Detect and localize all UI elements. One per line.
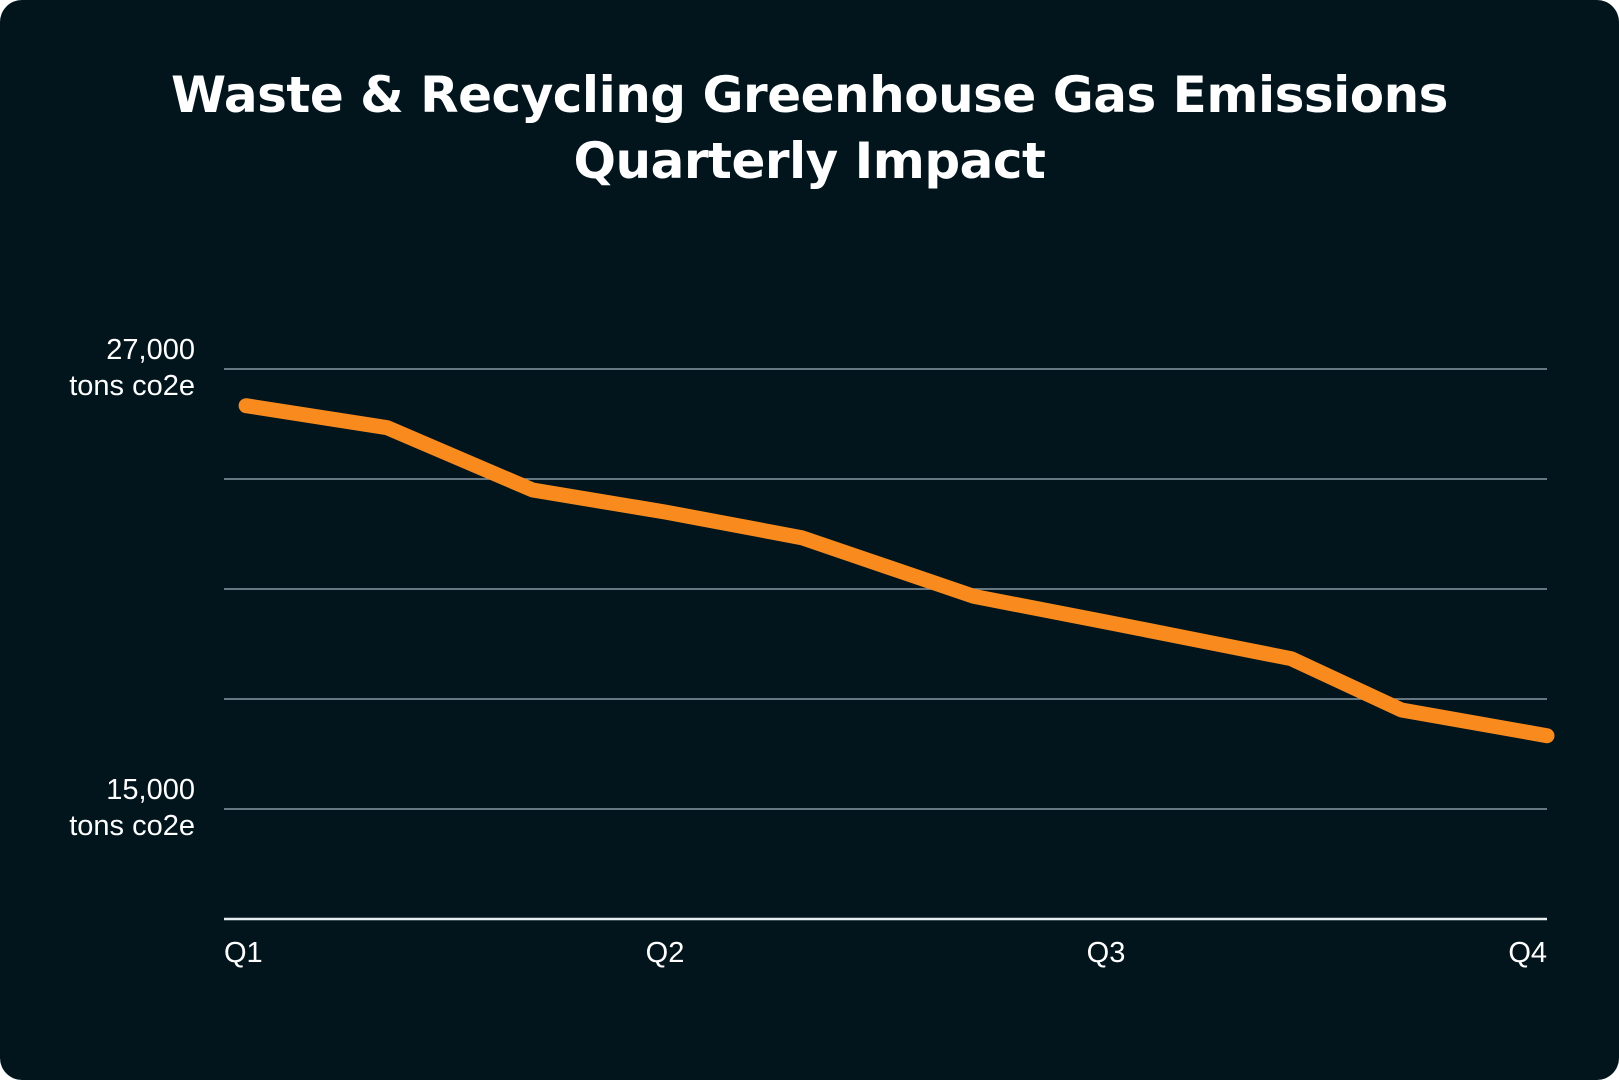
y-axis-labels: 27,000 tons co2e 15,000 tons co2e [69, 334, 195, 842]
y-tick-unit-0: tons co2e [69, 370, 195, 402]
series-layer [238, 398, 1555, 744]
grid-layer [224, 368, 1547, 810]
x-tick-label-0: Q1 [224, 937, 263, 969]
x-axis-labels: Q1 Q2 Q3 Q4 [224, 937, 1547, 969]
series-line-0 [238, 398, 1555, 744]
x-tick-label-1: Q2 [646, 937, 685, 969]
y-tick-label-1: 15,000 [106, 774, 195, 806]
y-tick-unit-1: tons co2e [69, 810, 195, 842]
chart-subtitle: Quarterly Impact [573, 132, 1046, 190]
x-tick-label-2: Q3 [1087, 937, 1126, 969]
chart-title-line: Waste & Recycling Greenhouse Gas Emissio… [171, 66, 1448, 124]
y-tick-label-0: 27,000 [106, 334, 195, 366]
x-tick-label-3: Q4 [1508, 937, 1547, 969]
chart-title: Waste & Recycling Greenhouse Gas Emissio… [0, 62, 1619, 194]
